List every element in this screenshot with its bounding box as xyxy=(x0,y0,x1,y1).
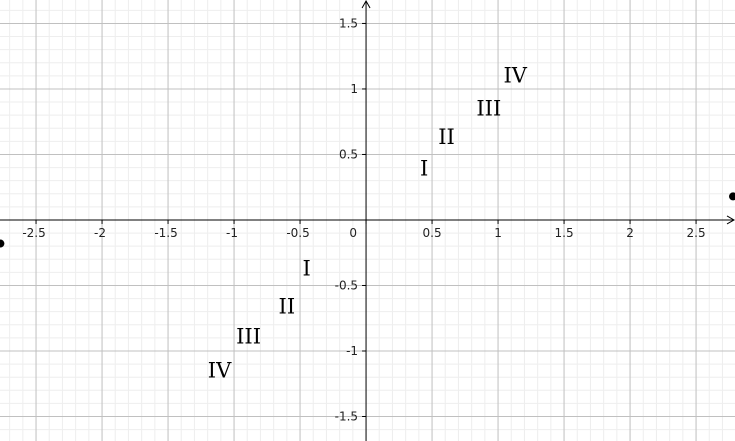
x-tick-label: 2 xyxy=(626,226,634,240)
point-label: II xyxy=(438,125,455,149)
point-label: IV xyxy=(208,358,232,382)
y-tick-label: -1.5 xyxy=(335,410,358,424)
x-tick-label: 1.5 xyxy=(555,226,574,240)
point-label: I xyxy=(420,157,428,181)
x-tick-label: 0.5 xyxy=(423,226,442,240)
point xyxy=(729,192,735,201)
point xyxy=(0,239,5,248)
point-label: I xyxy=(302,256,310,280)
origin-label: 0 xyxy=(349,226,357,240)
x-tick-label: 1 xyxy=(494,226,502,240)
y-tick-label: -0.5 xyxy=(335,278,358,292)
x-tick-label: -2 xyxy=(94,226,106,240)
y-tick-label: 0.5 xyxy=(339,147,358,161)
y-tick-label: 1.5 xyxy=(339,16,358,30)
y-tick-label: -1 xyxy=(346,344,358,358)
x-tick-label: -0.5 xyxy=(286,226,309,240)
x-tick-label: 2.5 xyxy=(687,226,706,240)
x-axis-arrow xyxy=(726,215,735,225)
point-label: III xyxy=(236,324,261,348)
y-tick-label: 1 xyxy=(350,82,358,96)
point-label: III xyxy=(476,96,501,120)
x-tick-label: -1.5 xyxy=(154,226,177,240)
point-label: II xyxy=(279,294,296,318)
x-tick-label: -2.5 xyxy=(22,226,45,240)
x-tick-label: -1 xyxy=(226,226,238,240)
point-label: IV xyxy=(503,64,527,88)
y-axis-arrow xyxy=(361,0,371,9)
